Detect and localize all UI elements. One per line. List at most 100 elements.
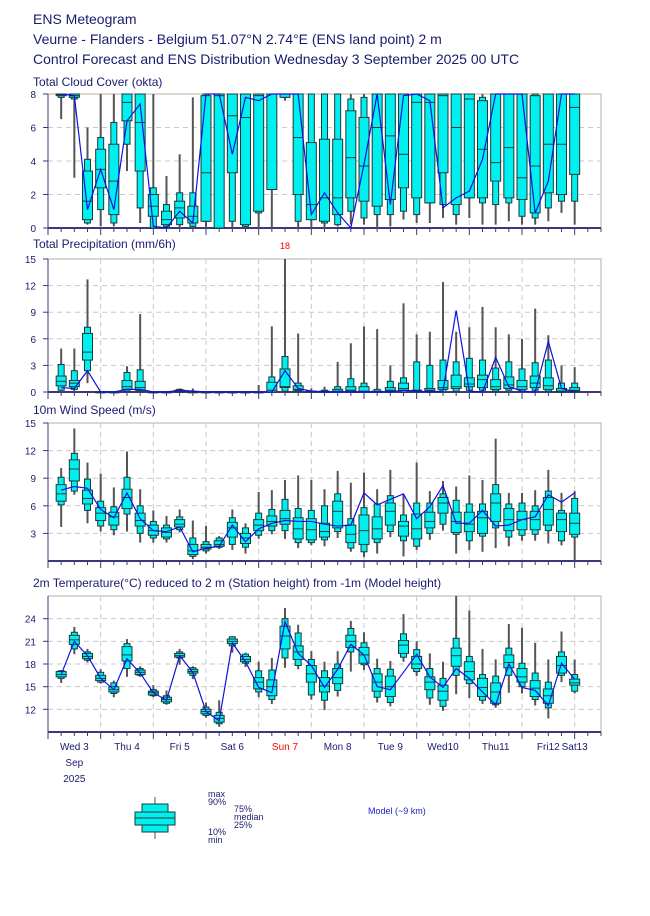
control-forecast-line: [61, 484, 576, 553]
box-25: [384, 93, 396, 227]
box-28: [424, 653, 436, 705]
day-label: Sat 6: [221, 742, 245, 753]
box-28: [424, 331, 436, 393]
box-26: [398, 93, 409, 220]
box-18: [292, 93, 304, 228]
box-22: [345, 343, 357, 393]
box-25-75: [305, 142, 317, 221]
box-30: [450, 331, 462, 392]
box-19: [305, 93, 317, 228]
box-25-75: [95, 507, 107, 522]
box-25-75: [174, 519, 186, 528]
box-36: [529, 642, 541, 706]
control-forecast-line: [61, 310, 575, 393]
panel-title: 10m Wind Speed (m/s): [33, 403, 156, 417]
box-15: [253, 661, 265, 698]
box-25-75: [556, 512, 567, 533]
box-38: [556, 93, 567, 213]
year-label: 2025: [63, 774, 86, 785]
box-35: [516, 93, 528, 225]
box-19: [305, 651, 317, 700]
box-25-75: [503, 654, 515, 669]
box-25-75: [516, 510, 528, 531]
box-25-75: [516, 93, 528, 201]
box-25-75: [463, 93, 475, 199]
box-15: [253, 492, 265, 539]
box-25-75: [384, 387, 396, 392]
box-20: [319, 93, 330, 228]
day-label: Wed 3: [60, 742, 89, 753]
legend-model-label: Model (~9 km): [368, 806, 426, 816]
box-25-75: [384, 502, 396, 526]
box-31: [463, 93, 475, 218]
box-25-75: [490, 93, 502, 182]
box-25-75: [542, 93, 554, 194]
box-25-75: [450, 93, 462, 206]
box-25-75: [332, 500, 344, 529]
box-25-75: [424, 676, 436, 691]
panel-title: 2m Temperature(°C) reduced to 2 m (Stati…: [33, 576, 441, 590]
panel-title: Total Cloud Cover (okta): [33, 75, 162, 89]
box-25-75: [82, 489, 93, 505]
box-25-75: [266, 93, 278, 190]
y-tick-label: 24: [25, 615, 37, 626]
box-13: [226, 93, 238, 228]
box-24: [371, 658, 383, 703]
y-tick-label: 12: [25, 705, 37, 716]
day-label: Thu11: [482, 742, 510, 753]
box-25-75: [398, 520, 409, 537]
forecast-subtitle: Control Forecast and ENS Distribution We…: [33, 51, 520, 67]
box-25-75: [200, 95, 212, 222]
y-tick-label: 21: [25, 637, 37, 648]
plot-frame: [47, 258, 602, 393]
box-27: [411, 93, 423, 223]
box-25-75: [398, 640, 409, 654]
box-10-90: [505, 361, 513, 391]
box-25-75: [187, 543, 199, 556]
box-25-75: [437, 684, 449, 701]
box-12: [213, 536, 225, 550]
box-25-75: [82, 332, 93, 361]
control-forecast-line: [60, 619, 576, 722]
day-label: Sun 7: [272, 742, 299, 753]
box-19: [305, 480, 317, 546]
box-25-75: [240, 93, 251, 226]
box-14: [240, 93, 251, 228]
box-5: [121, 93, 133, 172]
box-25-75: [384, 93, 396, 201]
legend-10-label: 10%: [208, 827, 226, 837]
panel-2: 10m Wind Speed (m/s) 3 6 9 12 15: [25, 403, 602, 568]
panel-title: Total Precipitation (mm/6h): [33, 237, 176, 251]
legend-max-label: max: [208, 789, 226, 799]
box-30: [450, 596, 462, 695]
box-26: [398, 494, 409, 557]
box-25-75: [292, 93, 304, 195]
box-25-75: [134, 380, 146, 391]
panel-3: 2m Temperature(°C) reduced to 2 m (Stati…: [25, 576, 602, 739]
day-label: Mon 8: [324, 742, 352, 753]
box-25-75: [529, 510, 541, 531]
box-15: [253, 93, 265, 228]
box-25-75: [516, 668, 528, 683]
box-25-75: [437, 93, 449, 174]
box-25-75: [213, 93, 225, 229]
box-3: [95, 473, 107, 532]
y-tick-label: 15: [25, 683, 37, 694]
y-tick-label: 12: [25, 282, 37, 293]
box-26: [398, 614, 409, 662]
box-25-75: [398, 93, 409, 189]
panel-0: Total Cloud Cover (okta) 0 2 4 6 8: [30, 75, 602, 235]
box-0: [55, 468, 67, 527]
box-25-75: [450, 647, 462, 667]
box-11: [200, 93, 212, 228]
box-24: [371, 489, 383, 554]
box-37: [542, 469, 554, 544]
y-tick-label: 6: [30, 502, 36, 513]
y-tick-label: 2: [30, 191, 36, 202]
box-37: [542, 335, 554, 392]
box-0: [55, 348, 67, 392]
panel-1: Total Precipitation (mm/6h) 0 3 6 9 12 15 18: [25, 237, 602, 399]
box-25-75: [147, 194, 159, 217]
box-29: [437, 480, 449, 531]
